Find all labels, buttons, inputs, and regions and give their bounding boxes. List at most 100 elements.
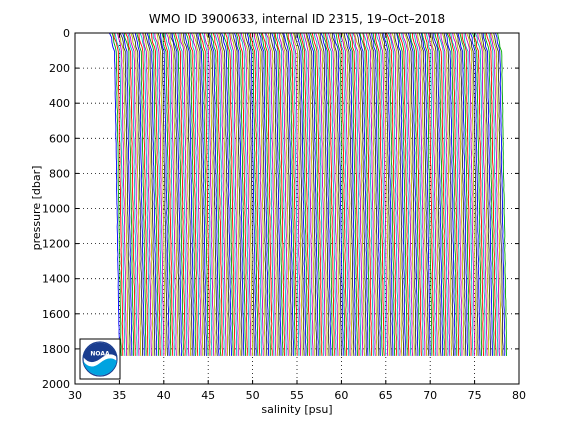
x-tick-label: 40 [157, 389, 171, 402]
profile-line [185, 32, 197, 356]
profile-line [445, 32, 456, 356]
profile-line [394, 32, 405, 356]
profile-line [461, 32, 472, 356]
profile-line [377, 32, 389, 356]
x-tick-label: 60 [334, 389, 348, 402]
profile-line [474, 32, 486, 356]
profile-line [144, 32, 156, 356]
profile-line [292, 32, 303, 356]
profile-line [282, 32, 293, 356]
profile-line [214, 32, 225, 356]
profile-line [207, 32, 218, 356]
noaa-logo: NOAA [79, 338, 121, 380]
profile-line [446, 32, 458, 356]
profile-line [216, 32, 227, 356]
profile-line [278, 32, 289, 356]
profile-line [132, 32, 143, 356]
profile-line [148, 32, 160, 356]
profile-line [474, 32, 485, 356]
profile-line [337, 32, 348, 356]
profile-line [109, 32, 120, 356]
profile-line [198, 32, 209, 356]
profile-line [138, 32, 149, 356]
profile-line [180, 32, 192, 356]
profile-line [407, 32, 419, 356]
profile-line [356, 32, 367, 356]
profile-line [472, 32, 483, 356]
profile-line [311, 32, 323, 356]
profile-line [371, 32, 381, 356]
profile-line [182, 32, 193, 356]
profile-line [335, 32, 346, 356]
profile-line [177, 32, 188, 356]
logo-text: NOAA [90, 351, 110, 358]
profile-line [276, 32, 287, 356]
profile-line [285, 32, 296, 356]
profile-line [191, 32, 202, 356]
profile-line [368, 32, 380, 356]
y-tick-label: 600 [49, 132, 70, 145]
y-tick-label: 1400 [42, 273, 70, 286]
profile-line [242, 32, 254, 356]
profile-line [420, 32, 431, 356]
profile-line [429, 32, 440, 356]
profile-line [267, 32, 279, 356]
profile-line [161, 32, 172, 356]
profile-line [401, 32, 412, 356]
y-tick-labels: 0 200 400 600 800 1000 1200 1400 1600 1800 2000 [42, 27, 70, 391]
profile-line [117, 32, 129, 356]
profile-line [495, 32, 506, 356]
profile-line [443, 32, 454, 356]
profile-line [390, 32, 401, 356]
profile-line [299, 32, 310, 356]
profile-line [136, 32, 147, 356]
profile-line [271, 32, 282, 356]
profile-line [415, 32, 426, 356]
x-tick-label: 35 [112, 389, 126, 402]
y-axis-label: pressure [dbar] [30, 166, 43, 251]
profile-line [338, 32, 350, 356]
profile-line [391, 32, 403, 356]
profile-line [125, 32, 136, 356]
profile-line [157, 32, 168, 356]
profile-line [362, 32, 373, 356]
profile-line [127, 32, 138, 356]
profile-line [424, 32, 435, 356]
profile-line [375, 32, 387, 356]
profile-line [418, 32, 429, 356]
profile-line [174, 32, 186, 356]
logo-sky [83, 342, 117, 363]
profile-line [189, 32, 200, 356]
profile-line [315, 32, 326, 356]
profile-line [459, 32, 470, 356]
profile-line [258, 32, 270, 356]
profile-line [273, 32, 284, 356]
profile-line [223, 32, 234, 356]
profile-line [324, 32, 335, 356]
profile-line [139, 32, 151, 356]
profile-line [279, 32, 291, 356]
profile-line [305, 32, 316, 356]
profile-line [343, 32, 355, 356]
profile-line [421, 32, 433, 356]
profile-line [468, 32, 479, 356]
profile-line [387, 32, 399, 356]
profile-line [197, 32, 207, 356]
profile-line [431, 32, 442, 356]
profile-line [309, 32, 321, 356]
profile-line [404, 32, 415, 356]
profile-line [405, 32, 417, 356]
profile-line [201, 32, 213, 356]
profile-line [117, 32, 128, 356]
profile-line [154, 32, 165, 356]
x-tick-label: 30 [68, 389, 82, 402]
profile-line [218, 32, 229, 356]
profile-line [436, 32, 447, 356]
profile-line [466, 32, 477, 356]
profile-line [289, 32, 300, 356]
profile-line [230, 32, 241, 356]
profile-line [457, 32, 469, 356]
profile-line [165, 32, 177, 356]
profile-line [425, 32, 437, 356]
